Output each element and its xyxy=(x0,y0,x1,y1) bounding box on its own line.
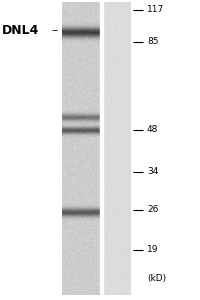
Text: 48: 48 xyxy=(146,125,158,134)
Bar xyxy=(100,2,102,295)
Text: --: -- xyxy=(52,25,59,35)
Text: (kD): (kD) xyxy=(146,274,165,283)
Text: DNL4: DNL4 xyxy=(2,23,39,37)
Text: 19: 19 xyxy=(146,245,158,254)
Text: 85: 85 xyxy=(146,38,158,46)
Text: 117: 117 xyxy=(146,5,163,14)
Text: 34: 34 xyxy=(146,167,158,176)
Text: 26: 26 xyxy=(146,206,158,214)
